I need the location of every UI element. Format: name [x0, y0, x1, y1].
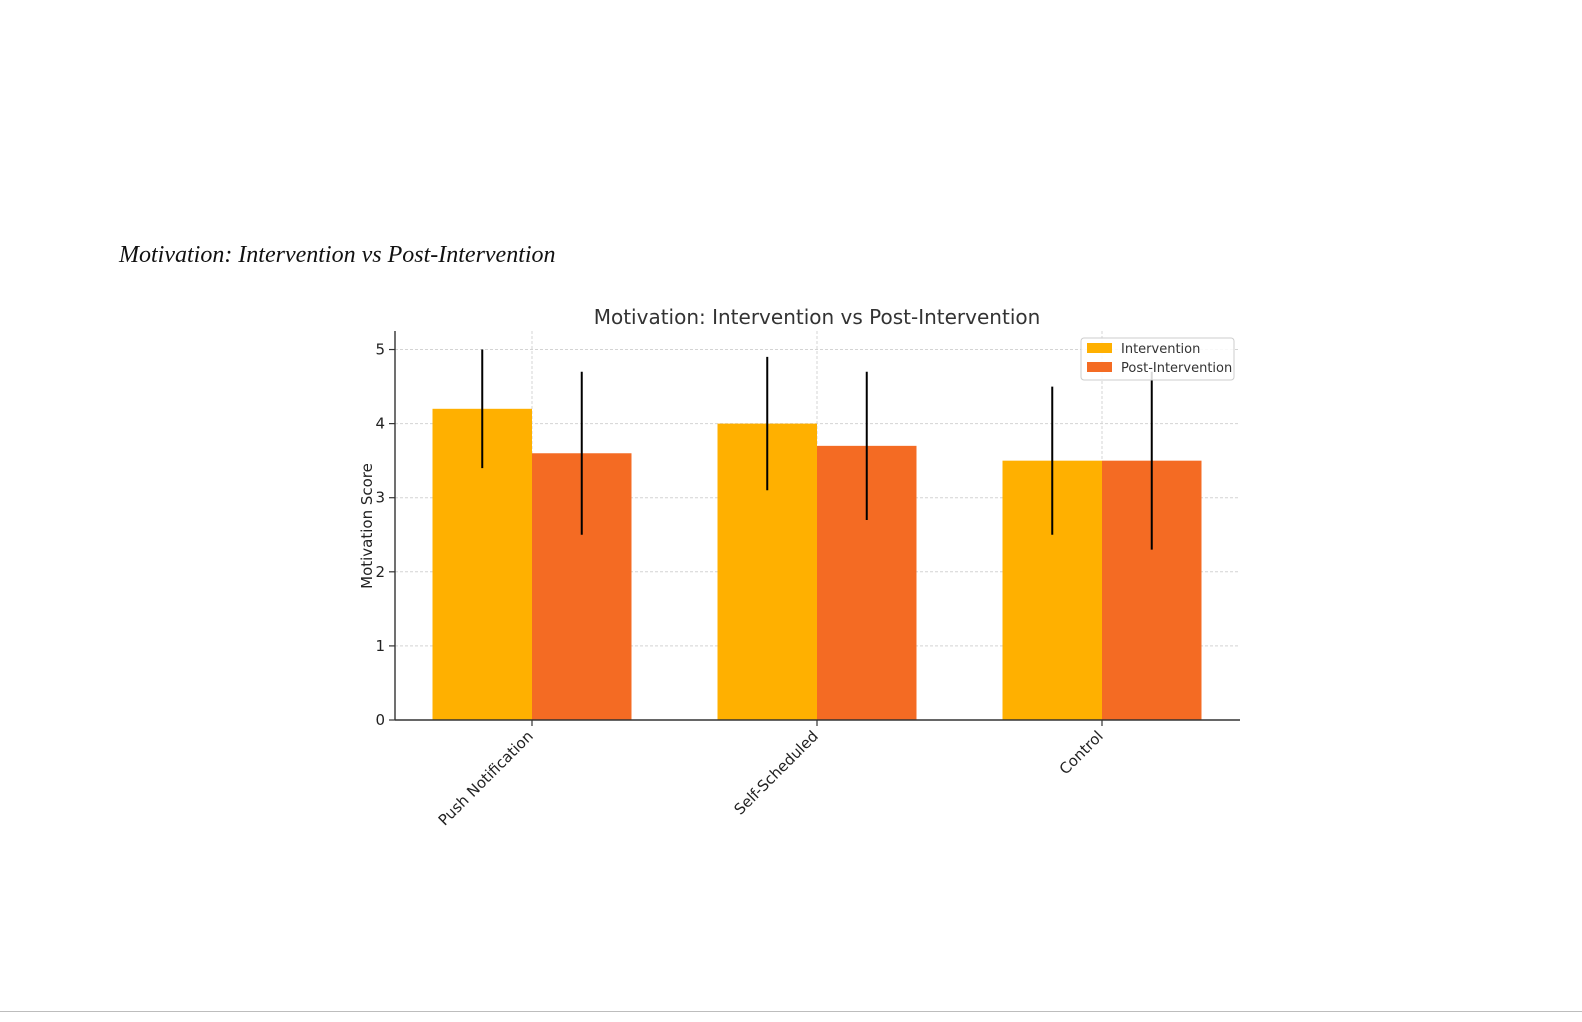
legend-swatch [1087, 362, 1112, 372]
x-tick-labels: Push Notification Self-Scheduled Control [435, 727, 1107, 829]
legend-label: Post-Intervention [1121, 361, 1232, 376]
legend-box [1080, 337, 1235, 381]
x-tick-label: Self-Scheduled [730, 727, 821, 818]
page-bottom-rule [0, 1011, 1582, 1012]
y-tick-label: 1 [375, 637, 385, 655]
legend-label: Intervention [1121, 342, 1200, 357]
y-tick-label: 3 [375, 489, 385, 507]
y-tick-labels: 0 1 2 3 4 5 [375, 341, 385, 729]
x-tick-label: Push Notification [435, 727, 537, 829]
y-tick-label: 4 [375, 415, 385, 433]
document-caption: Motivation: Intervention vs Post-Interve… [119, 242, 556, 268]
legend: Intervention Post-Intervention [1080, 337, 1235, 381]
y-tick-label: 0 [375, 711, 385, 729]
chart-title: Motivation: Intervention vs Post-Interve… [594, 305, 1041, 329]
axes [389, 331, 1240, 726]
error-bars [481, 349, 1153, 550]
bars [432, 408, 1202, 720]
legend-swatch [1087, 343, 1112, 353]
y-axis-label: Motivation Score [358, 463, 376, 589]
y-tick-label: 5 [375, 341, 385, 359]
x-tick-label: Control [1056, 727, 1107, 778]
y-tick-label: 2 [375, 563, 385, 581]
